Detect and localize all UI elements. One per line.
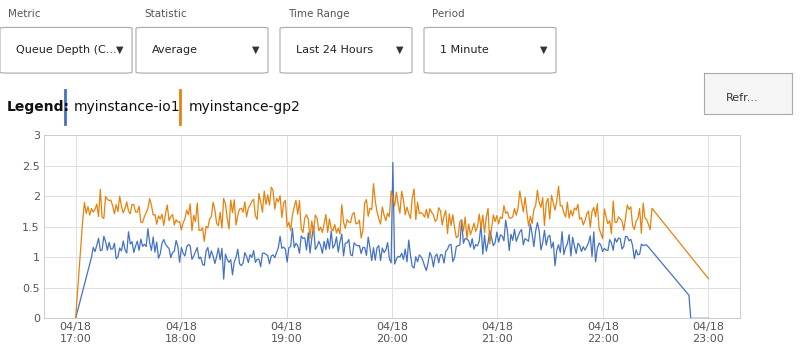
Text: Period: Period bbox=[432, 9, 465, 19]
Text: ▼: ▼ bbox=[540, 45, 547, 55]
Text: Last 24 Hours: Last 24 Hours bbox=[296, 45, 373, 55]
FancyBboxPatch shape bbox=[280, 27, 412, 73]
Text: Metric: Metric bbox=[8, 9, 41, 19]
Text: Queue Depth (C...: Queue Depth (C... bbox=[16, 45, 117, 55]
FancyBboxPatch shape bbox=[424, 27, 556, 73]
Text: 1 Minute: 1 Minute bbox=[440, 45, 489, 55]
Text: myinstance-gp2: myinstance-gp2 bbox=[189, 100, 301, 114]
Text: Average: Average bbox=[152, 45, 198, 55]
FancyBboxPatch shape bbox=[0, 27, 132, 73]
Text: ▼: ▼ bbox=[116, 45, 123, 55]
Text: Refr...: Refr... bbox=[726, 93, 758, 102]
Text: Legend:: Legend: bbox=[6, 100, 70, 114]
Text: myinstance-io1: myinstance-io1 bbox=[74, 100, 180, 114]
Text: ▼: ▼ bbox=[252, 45, 259, 55]
Text: Statistic: Statistic bbox=[144, 9, 186, 19]
Text: Time Range: Time Range bbox=[288, 9, 350, 19]
FancyBboxPatch shape bbox=[136, 27, 268, 73]
Text: ▼: ▼ bbox=[396, 45, 403, 55]
